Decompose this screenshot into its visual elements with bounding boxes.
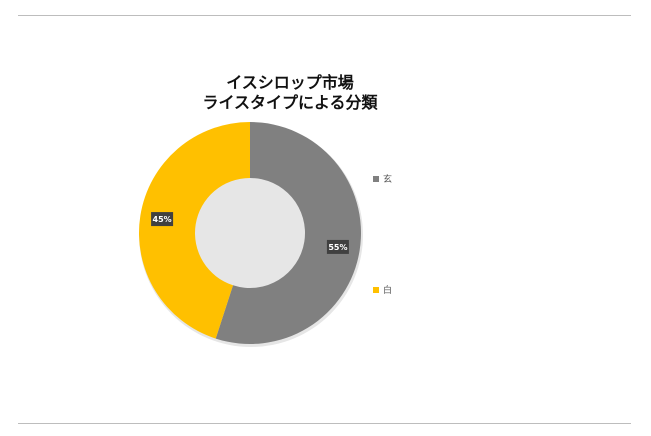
chart-title-line-1: イスシロップ市場	[226, 73, 354, 92]
bottom-divider	[18, 423, 631, 424]
legend-swatch-hakumai	[373, 286, 379, 293]
legend-label-genmai: 玄	[383, 175, 393, 185]
data-label-text: 45%	[153, 215, 172, 224]
data-label-box	[326, 239, 349, 254]
data-label-text: 55%	[328, 243, 347, 252]
top-divider	[18, 15, 631, 16]
data-label-hakumai: 45%	[151, 212, 174, 227]
chart-title-line-2: ライスタイプによる分類	[202, 93, 378, 112]
data-label-genmai: 55%	[326, 239, 349, 254]
donut-slice-hakumai	[139, 122, 250, 339]
donut-slice-genmai	[215, 122, 361, 344]
data-label-box	[151, 212, 174, 227]
legend-swatch-genmai	[373, 175, 379, 182]
legend-item-genmai: 玄	[373, 172, 392, 185]
legend-item-hakumai: 白	[373, 283, 392, 296]
legend-label-hakumai: 白	[383, 286, 393, 296]
